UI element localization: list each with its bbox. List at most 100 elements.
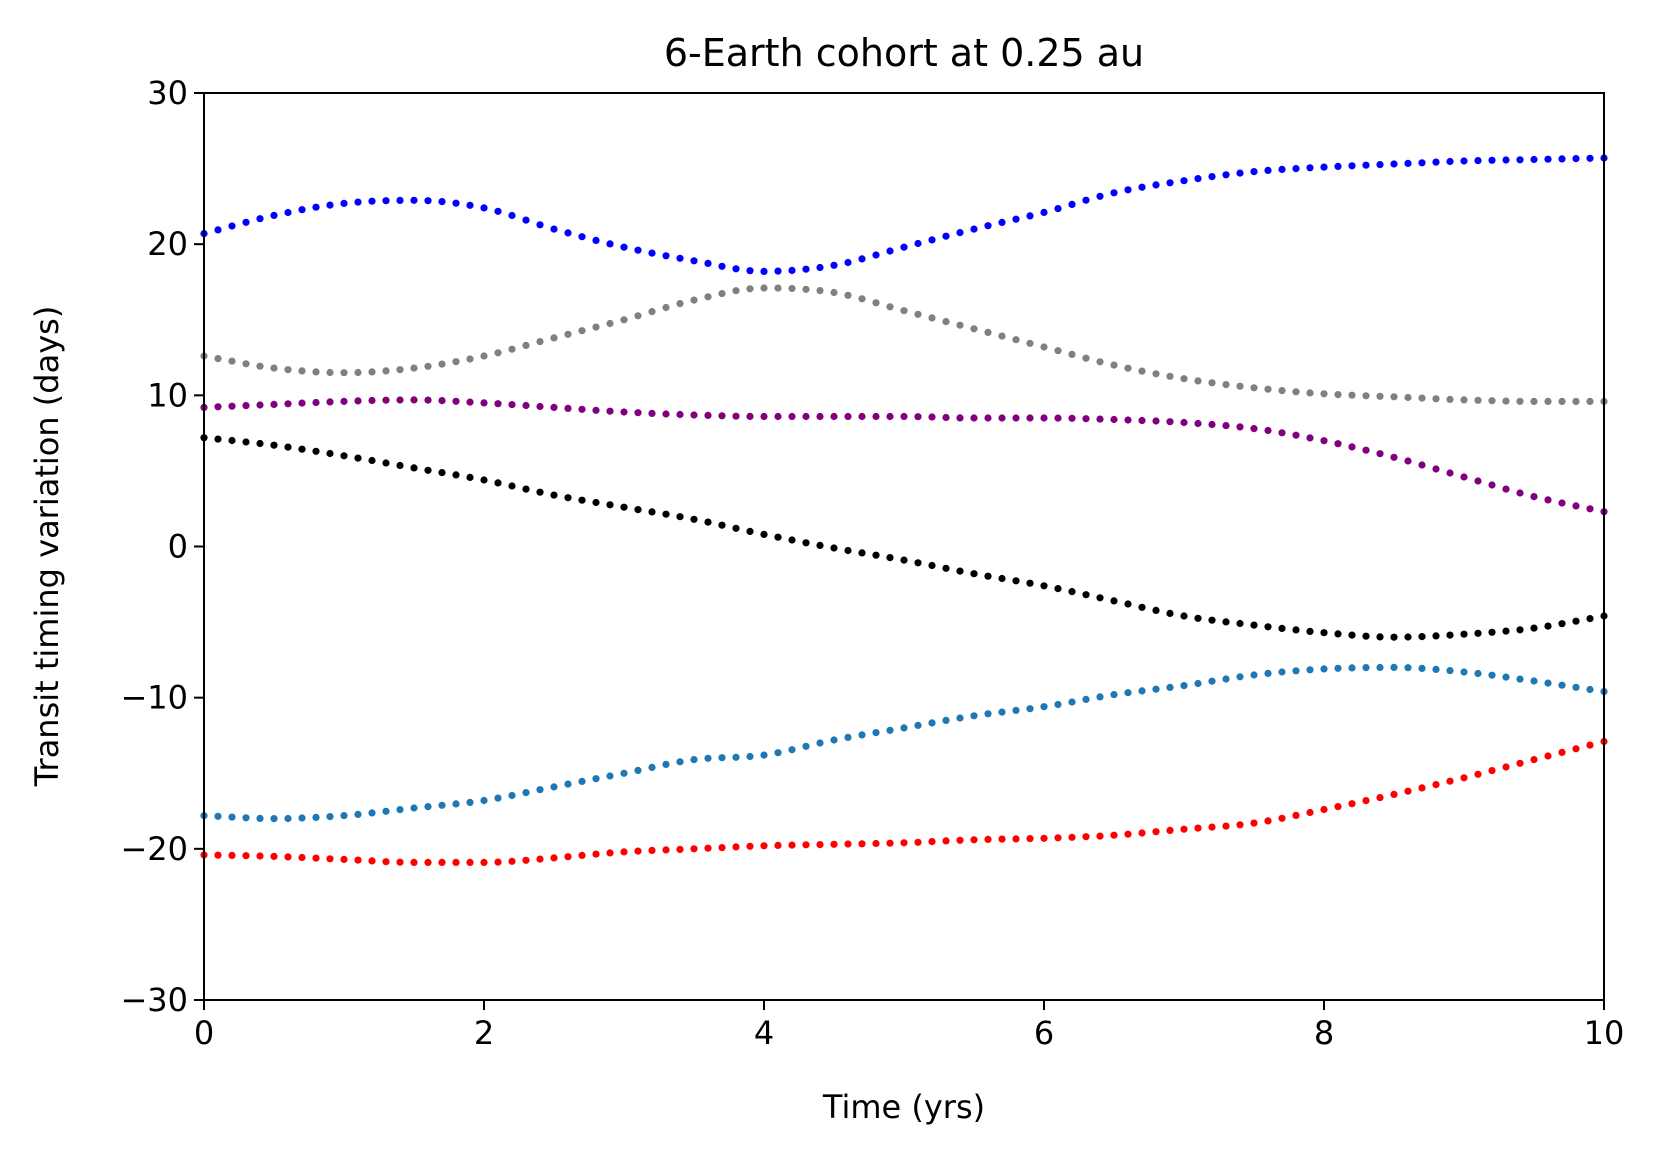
data-point	[1376, 161, 1384, 169]
data-point	[1432, 665, 1440, 674]
data-point	[564, 494, 572, 502]
data-point	[844, 546, 852, 555]
data-point	[970, 836, 978, 844]
data-point	[214, 851, 222, 859]
data-point	[1026, 835, 1034, 843]
data-point	[466, 473, 474, 481]
data-point	[1278, 814, 1286, 822]
data-point	[1488, 628, 1496, 636]
data-point	[1446, 469, 1454, 477]
data-point	[620, 408, 628, 416]
data-point	[536, 488, 544, 496]
data-point	[1502, 397, 1510, 405]
data-point	[284, 400, 292, 408]
data-point	[956, 714, 964, 722]
data-point	[382, 367, 390, 375]
data-point	[1530, 624, 1538, 632]
data-point	[732, 753, 740, 761]
data-point	[1404, 664, 1412, 672]
data-point	[1572, 617, 1580, 625]
x-tick-label: 0	[194, 1014, 214, 1052]
data-point	[1166, 683, 1174, 692]
data-point	[536, 402, 544, 411]
data-point	[928, 413, 936, 421]
data-point	[830, 261, 838, 269]
data-point	[214, 435, 222, 443]
data-point	[872, 412, 880, 421]
data-point	[1068, 350, 1076, 358]
y-tick-label: −10	[120, 679, 188, 717]
data-point	[1488, 767, 1496, 775]
data-point	[760, 284, 768, 292]
data-point	[1320, 665, 1328, 673]
data-point	[662, 410, 670, 418]
data-point	[984, 835, 992, 844]
data-point	[228, 813, 236, 821]
data-point	[1110, 597, 1118, 605]
data-point	[1404, 633, 1412, 641]
data-point	[1334, 664, 1342, 672]
data-point	[592, 323, 600, 331]
data-point	[802, 265, 810, 273]
x-tick-label: 10	[1584, 1014, 1625, 1052]
data-point	[1404, 393, 1412, 402]
data-point	[1292, 667, 1300, 675]
data-point	[1306, 808, 1314, 817]
data-point	[1460, 774, 1468, 782]
data-point	[1516, 156, 1524, 164]
data-point	[956, 567, 964, 575]
data-series	[200, 434, 1608, 641]
data-point	[522, 341, 530, 349]
data-point	[620, 503, 628, 511]
data-point	[1180, 375, 1188, 383]
data-point	[550, 403, 558, 411]
data-point	[942, 318, 950, 326]
data-point	[256, 362, 264, 370]
data-point	[662, 760, 670, 769]
data-point	[522, 216, 530, 224]
data-point	[424, 396, 432, 404]
data-point	[242, 438, 250, 446]
data-point	[1054, 205, 1062, 213]
data-point	[494, 349, 502, 357]
data-point	[1012, 414, 1020, 422]
data-point	[1334, 803, 1342, 811]
data-point	[256, 814, 264, 823]
data-point	[1138, 687, 1146, 695]
data-point	[1544, 155, 1552, 163]
data-point	[1460, 630, 1468, 638]
data-point	[1530, 397, 1538, 405]
data-point	[410, 464, 418, 472]
data-point	[802, 539, 810, 547]
data-point	[312, 398, 320, 407]
data-point	[1278, 624, 1286, 633]
data-point	[1166, 609, 1174, 618]
data-point	[956, 321, 964, 329]
data-point	[1376, 663, 1384, 672]
data-point	[1236, 382, 1244, 390]
data-point	[354, 454, 362, 462]
data-point	[774, 284, 782, 292]
data-point	[1110, 831, 1118, 839]
data-point	[858, 549, 866, 557]
data-point	[746, 527, 754, 536]
data-point	[1152, 606, 1160, 615]
data-point	[1194, 824, 1202, 832]
data-point	[942, 564, 950, 572]
data-point	[1348, 391, 1356, 399]
data-point	[1222, 422, 1230, 430]
data-point	[858, 731, 866, 739]
data-point	[1586, 741, 1594, 749]
data-point	[564, 853, 572, 861]
data-point	[1012, 835, 1020, 843]
data-point	[1474, 629, 1482, 637]
data-point	[326, 813, 334, 821]
data-point	[1404, 159, 1412, 167]
data-point	[1348, 664, 1356, 672]
data-point	[1222, 381, 1230, 389]
data-point	[620, 769, 628, 777]
data-point	[1306, 164, 1314, 172]
data-point	[1334, 630, 1342, 638]
data-point	[1474, 477, 1482, 485]
